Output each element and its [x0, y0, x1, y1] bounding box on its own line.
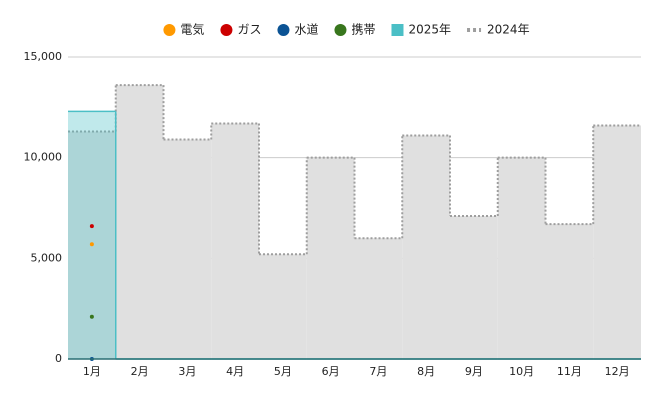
x-tick-label: 11月	[557, 365, 582, 378]
x-tick-label: 7月	[369, 365, 387, 378]
area-step	[211, 123, 259, 359]
legend-label: 2024年	[487, 23, 530, 37]
legend-marker	[163, 24, 176, 36]
area-step	[497, 157, 546, 359]
x-tick-label: 5月	[274, 365, 292, 378]
y-tick-label: 10,000	[24, 151, 63, 164]
legend-label: 水道	[294, 23, 318, 37]
x-tick-label: 12月	[605, 365, 630, 378]
legend-item: 水道	[277, 23, 318, 37]
area-step	[306, 157, 355, 359]
legend-marker	[334, 24, 347, 36]
point	[89, 224, 94, 229]
x-tick-label: 8月	[417, 365, 435, 378]
area-step	[402, 135, 450, 359]
x-tick-label: 2月	[131, 365, 149, 378]
legend-label: 2025年	[408, 23, 451, 37]
point	[89, 242, 94, 247]
area-step	[545, 224, 594, 359]
legend-label: 携帯	[351, 22, 375, 37]
x-tick-label: 1月	[83, 365, 101, 378]
area-step	[163, 139, 212, 359]
legend-item: ガス	[220, 23, 261, 37]
legend-label: 電気	[180, 22, 204, 37]
y-tick-label: 15,000	[24, 50, 63, 63]
area-step	[115, 85, 164, 359]
x-tick-label: 3月	[178, 365, 196, 378]
area-step	[68, 111, 116, 359]
legend-item: 電気	[163, 22, 204, 37]
x-tick-label: 9月	[465, 365, 483, 378]
x-tick-label: 10月	[509, 365, 534, 378]
axes: 0 5,000 10,000 15,000 1月 2月 3月 4月 5月 6月 7月 8月 9月 10月 1…	[24, 50, 641, 378]
legend-marker	[391, 24, 404, 36]
points	[89, 224, 94, 361]
y-tick-label: 0	[55, 352, 62, 365]
plot-area	[68, 84, 641, 360]
area-step	[593, 125, 641, 359]
legend-item: 2024年	[467, 23, 530, 37]
legend: 電気 ガス 水道 携帯 2025年 2024年	[163, 22, 530, 37]
legend-marker	[220, 24, 233, 36]
legend-marker	[277, 24, 290, 36]
area-step	[450, 216, 498, 359]
legend-item: 携帯	[334, 22, 375, 37]
point	[89, 314, 94, 319]
area-step	[354, 238, 403, 359]
y-tick-label: 5,000	[31, 251, 63, 264]
legend-item: 2025年	[391, 23, 451, 37]
legend-label: ガス	[237, 23, 261, 37]
area-step	[259, 254, 307, 359]
x-tick-label: 4月	[226, 365, 244, 378]
x-tick-label: 6月	[322, 365, 340, 378]
